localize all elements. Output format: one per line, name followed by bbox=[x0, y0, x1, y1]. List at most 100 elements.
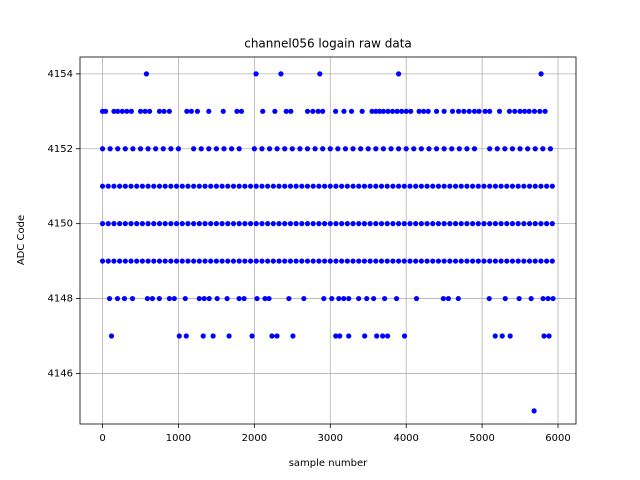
data-point bbox=[213, 183, 220, 189]
data-point bbox=[522, 108, 528, 114]
data-point bbox=[105, 258, 111, 264]
data-point bbox=[356, 221, 362, 227]
data-point bbox=[128, 221, 134, 227]
data-point bbox=[421, 108, 427, 114]
data-point bbox=[286, 295, 292, 302]
data-point bbox=[512, 108, 518, 114]
x-tick-label: 5000 bbox=[469, 433, 494, 444]
data-point bbox=[299, 258, 305, 264]
data-point bbox=[226, 333, 232, 339]
data-point bbox=[272, 108, 278, 114]
data-point bbox=[173, 258, 180, 264]
data-point bbox=[441, 221, 447, 227]
data-point bbox=[288, 108, 294, 114]
data-point bbox=[108, 333, 115, 339]
data-point bbox=[364, 295, 370, 302]
data-point bbox=[287, 258, 294, 264]
data-point bbox=[456, 146, 462, 152]
data-point bbox=[492, 333, 498, 339]
data-point bbox=[382, 295, 388, 302]
data-point bbox=[196, 183, 202, 189]
data-point bbox=[147, 108, 153, 114]
data-point bbox=[122, 183, 128, 189]
data-point bbox=[361, 258, 368, 264]
data-point bbox=[418, 258, 424, 264]
data-point bbox=[449, 146, 455, 152]
y-tick-label: 4148 bbox=[48, 294, 73, 305]
data-point bbox=[413, 258, 419, 264]
data-point bbox=[544, 221, 550, 227]
data-point bbox=[445, 295, 451, 302]
data-point bbox=[531, 408, 537, 414]
data-point bbox=[418, 183, 424, 189]
data-point bbox=[316, 258, 322, 264]
data-point bbox=[481, 183, 487, 189]
x-tick-label: 0 bbox=[99, 433, 105, 444]
data-point bbox=[265, 221, 271, 227]
data-point bbox=[219, 258, 225, 264]
data-point bbox=[253, 258, 259, 264]
data-point bbox=[440, 295, 446, 302]
data-point bbox=[378, 221, 385, 227]
data-point bbox=[249, 333, 255, 339]
data-point bbox=[408, 108, 414, 114]
data-point bbox=[547, 146, 554, 152]
data-point bbox=[299, 183, 305, 189]
data-point bbox=[117, 221, 123, 227]
data-point bbox=[455, 295, 461, 302]
data-point bbox=[151, 258, 157, 264]
data-point bbox=[516, 295, 522, 302]
data-point bbox=[341, 295, 347, 302]
data-point bbox=[149, 295, 156, 302]
data-point bbox=[253, 221, 259, 227]
data-point bbox=[538, 258, 544, 264]
data-point bbox=[162, 221, 168, 227]
data-point bbox=[168, 258, 174, 264]
data-point bbox=[388, 146, 394, 152]
data-point bbox=[441, 183, 447, 189]
data-point bbox=[173, 221, 180, 227]
data-point bbox=[185, 258, 191, 264]
y-tick-label: 4154 bbox=[48, 69, 73, 80]
data-point bbox=[452, 258, 459, 264]
data-point bbox=[377, 108, 383, 114]
data-point bbox=[99, 183, 106, 189]
data-point bbox=[458, 258, 464, 264]
data-point bbox=[320, 108, 326, 114]
data-point bbox=[401, 258, 407, 264]
data-point bbox=[384, 333, 391, 339]
data-point bbox=[452, 221, 459, 227]
data-point bbox=[395, 221, 402, 227]
data-point bbox=[213, 221, 220, 227]
data-point bbox=[342, 146, 349, 152]
data-point bbox=[160, 146, 166, 152]
data-point bbox=[538, 221, 544, 227]
data-point bbox=[447, 258, 453, 264]
data-point bbox=[546, 333, 552, 339]
data-point bbox=[494, 146, 500, 152]
data-point bbox=[213, 146, 220, 152]
data-point bbox=[367, 258, 373, 264]
data-point bbox=[521, 221, 527, 227]
data-point bbox=[200, 333, 206, 339]
data-point bbox=[119, 108, 125, 114]
data-point bbox=[196, 258, 202, 264]
data-point bbox=[145, 221, 151, 227]
data-point bbox=[301, 295, 307, 302]
data-point bbox=[389, 108, 396, 114]
data-point bbox=[153, 146, 159, 152]
data-point bbox=[289, 146, 295, 152]
data-point bbox=[202, 221, 208, 227]
data-point bbox=[350, 183, 356, 189]
data-point bbox=[371, 295, 377, 302]
data-point bbox=[492, 258, 498, 264]
data-point bbox=[403, 108, 409, 114]
data-point bbox=[316, 183, 322, 189]
data-point bbox=[481, 258, 487, 264]
data-point bbox=[130, 146, 136, 152]
data-point bbox=[367, 183, 373, 189]
data-point bbox=[504, 258, 510, 264]
data-point bbox=[156, 108, 163, 114]
data-point bbox=[549, 183, 555, 189]
